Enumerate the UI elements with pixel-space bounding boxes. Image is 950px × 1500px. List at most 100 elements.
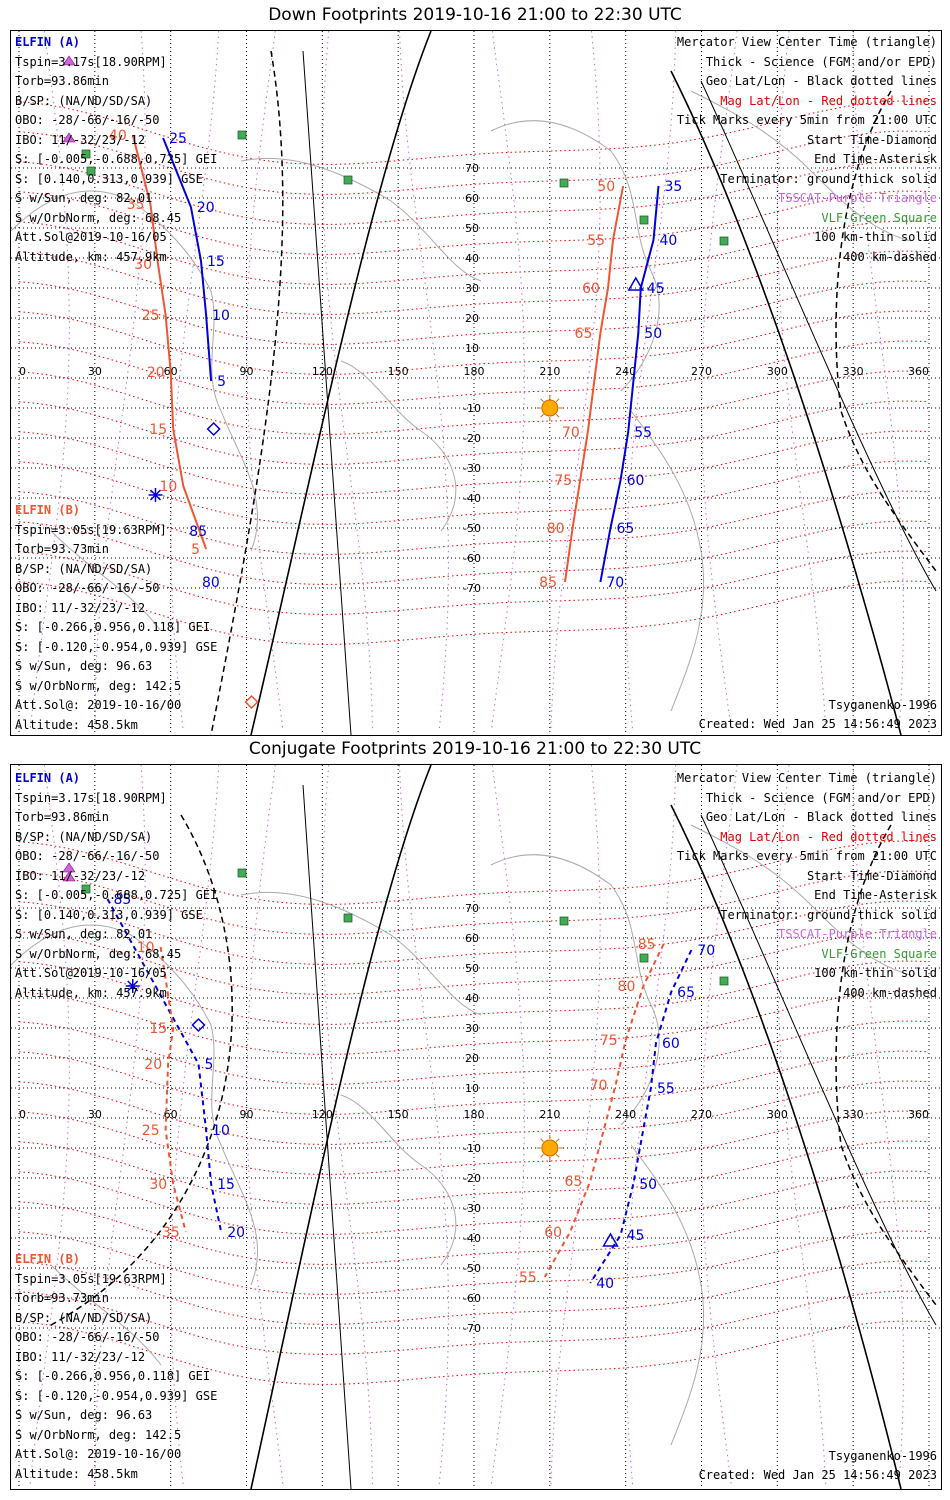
track-time-label: 35 <box>127 197 145 213</box>
lon-tick-label: 120 <box>312 365 333 378</box>
lon-tick-label: 240 <box>615 365 636 378</box>
track-time-label: 50 <box>597 179 615 195</box>
track-time-label: 10 <box>212 308 230 324</box>
vlf-square <box>237 868 247 878</box>
track-time-label: 55 <box>634 425 652 441</box>
panel-title-down: Down Footprints 2019-10-16 21:00 to 22:3… <box>268 5 682 25</box>
lat-tick-label: -50 <box>463 1262 481 1275</box>
elfin-a-track-west <box>106 898 223 1233</box>
info-line: IBO: 11/-32/23/-12 <box>15 1349 146 1364</box>
lat-tick-label: 50 <box>465 222 479 235</box>
info-line: B/SP: (NA/ND/SD/SA) <box>15 561 153 576</box>
sun-ray <box>540 398 544 402</box>
elfin-a-track-east <box>599 185 660 583</box>
track-time-label: 70 <box>590 1078 608 1094</box>
lon-tick-label: 30 <box>88 365 102 378</box>
coastline <box>11 924 259 1286</box>
start-diamond <box>244 694 259 710</box>
mag-lon-line <box>625 765 677 1486</box>
info-line: S: [-0.005,-0.688,0.725] GEI <box>15 888 218 902</box>
coastline <box>50 1264 162 1366</box>
info-line: S w/Sun, deg: 96.63 <box>15 1408 153 1422</box>
sun-ray <box>555 1154 560 1158</box>
track-time-label: 85 <box>189 524 207 540</box>
coastline <box>630 1144 705 1446</box>
info-line: Att.Sol@2019-10-16/05 <box>15 966 167 980</box>
track-time-label: 85 <box>539 575 557 591</box>
info-line: OBO: -28/-66/-16/-50 <box>15 849 160 863</box>
legend-item: Start Time-Diamond <box>806 132 937 147</box>
panel-title-conjugate: Conjugate Footprints 2019-10-16 21:00 to… <box>248 739 702 759</box>
track-time-label: 80 <box>547 521 565 537</box>
track-time-label: 10 <box>212 1123 230 1139</box>
track-time-label: 15 <box>149 422 167 438</box>
lat-tick-label: -20 <box>463 1172 481 1185</box>
legend-item: TSSCAT-Purple Triangle <box>778 927 937 941</box>
legend-item: Mag Lat/Lon - Red dotted lines <box>720 829 937 844</box>
lat-tick-label: 20 <box>465 312 479 325</box>
coastline <box>690 90 912 242</box>
lat-tick-label: 30 <box>465 1022 479 1035</box>
lat-tick-label: 40 <box>465 252 479 265</box>
lat-tick-label: 70 <box>465 902 479 915</box>
vlf-square <box>237 130 247 140</box>
track-time-label: 85 <box>113 892 131 908</box>
track-time-label: 75 <box>554 473 572 489</box>
legend: Mercator View Center Time (triangle) Thic… <box>677 33 937 267</box>
legend-item: Terminator: ground-thick solid <box>720 907 937 922</box>
info-line: Att.Sol@: 2019-10-16/00 <box>15 698 182 712</box>
info-line: Torb=93.86min <box>15 810 109 824</box>
map-panel-conjugate: 0 30 60 90 120 150 180 210 240 270 300 330 360 70 60 50… <box>10 764 942 1490</box>
elfin-b-track-west <box>159 946 187 1233</box>
sun-icon <box>541 1139 559 1157</box>
track-time-label: 70 <box>697 943 715 959</box>
left-info-b: ELFIN (B) Tspin=3.05s[19.63RPM] Torb=93.7… <box>15 1250 217 1484</box>
start-diamond <box>206 421 221 437</box>
lat-tick-label: 70 <box>465 162 479 175</box>
track-time-label: 35 <box>665 179 683 195</box>
track-time-label: 55 <box>587 233 605 249</box>
info-line: Altitude, km: 457.9km <box>15 985 167 1000</box>
track-time-label: 15 <box>149 1021 167 1037</box>
info-line: S: [-0.005,-0.688,0.725] GEI <box>15 152 218 166</box>
lon-tick-label: 300 <box>767 1108 788 1121</box>
terminator-100km <box>302 784 352 1489</box>
info-line: B/SP: (NA/ND/SD/SA) <box>15 829 153 844</box>
legend-item: 100 km-thin solid <box>814 966 937 980</box>
lat-tick-label: 50 <box>465 962 479 975</box>
coastline <box>240 891 482 1016</box>
info-line: Att.Sol@2019-10-16/05 <box>15 230 167 244</box>
track-time-label: 55 <box>657 1081 675 1097</box>
vlf-square <box>81 884 91 894</box>
lon-tick-label: 90 <box>240 365 254 378</box>
lat-tick-label: -70 <box>463 582 481 595</box>
track-time-label: 80 <box>202 575 220 591</box>
terminator-100km <box>302 50 352 735</box>
lon-tick-label: 360 <box>908 365 929 378</box>
track-time-label: 55 <box>519 1270 537 1286</box>
lon-tick-label: 0 <box>19 365 26 378</box>
info-line: S w/Sun, deg: 82.01 <box>15 191 153 205</box>
legend-item: Tick Marks every 5min from 21:00 UTC <box>676 849 937 863</box>
end-asterisk <box>149 489 162 501</box>
info-line: S w/OrbNorm, deg: 68.45 <box>15 946 182 961</box>
track-time-label: 40 <box>109 128 127 144</box>
info-line: Torb=93.86min <box>15 74 109 88</box>
vlf-square <box>81 149 91 159</box>
track-time-label: 25 <box>142 1123 160 1139</box>
track-time-label: 40 <box>596 1276 614 1292</box>
elfin-b-track-east <box>564 185 625 583</box>
legend-item: Start Time-Diamond <box>806 868 937 883</box>
track-time-label: 35 <box>162 1225 180 1241</box>
terminator-400km <box>835 90 937 572</box>
track-time-label: 60 <box>627 473 645 489</box>
legend-item: End Time-Asterisk <box>814 888 937 902</box>
terminator-100km <box>700 814 937 1326</box>
elfin-a-track-east <box>589 949 693 1284</box>
track-time-label: 10 <box>159 479 177 495</box>
info-line: OBO: -28/-66/-16/-50 <box>15 1330 160 1344</box>
lat-tick-label: 10 <box>465 342 479 355</box>
info-line: S: [0.140,0.313,0.939] GSE <box>15 171 203 186</box>
legend-item: Thick - Science (FGM and/or EPD) <box>705 54 937 69</box>
legend-item: Terminator: ground-thick solid <box>720 171 937 186</box>
